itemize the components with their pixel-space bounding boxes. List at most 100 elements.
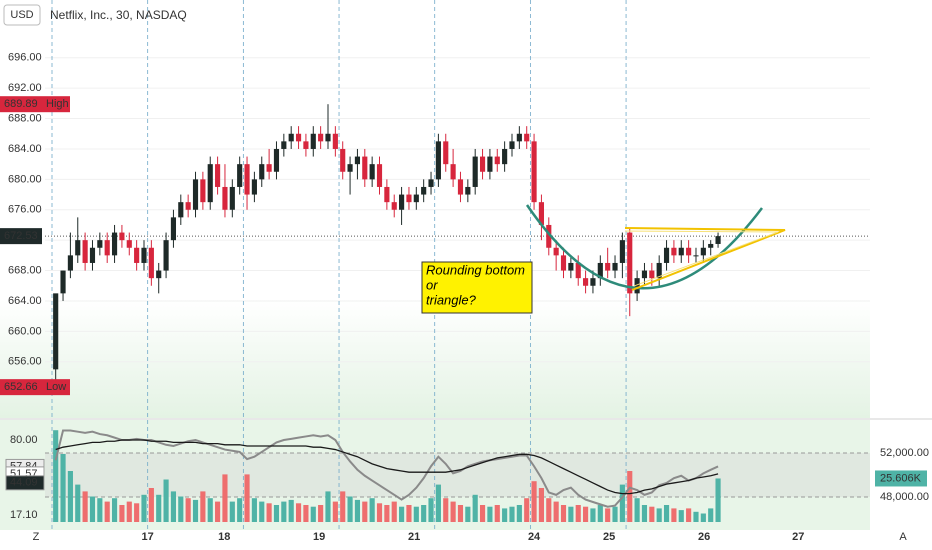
volume-bar bbox=[288, 499, 294, 522]
x-tick-label: 27 bbox=[792, 531, 804, 543]
volume-bar bbox=[487, 506, 493, 522]
volume-bar bbox=[354, 499, 361, 522]
symbol-title: Netflix, Inc., 30, NASDAQ bbox=[50, 8, 187, 22]
volume-bar bbox=[97, 498, 103, 522]
volume-bar bbox=[251, 498, 257, 522]
volume-bar bbox=[347, 496, 353, 522]
auto-scale[interactable]: A bbox=[899, 531, 907, 543]
currency-button[interactable] bbox=[3, 4, 41, 26]
candle-body bbox=[406, 194, 412, 203]
candle-body bbox=[693, 255, 699, 257]
high-box bbox=[0, 96, 70, 113]
volume-bar bbox=[465, 506, 471, 522]
label-layer: 696.00 692.00 688.00 684.00 680.00 676.00 672.… bbox=[0, 52, 929, 543]
volume-bar bbox=[524, 498, 530, 522]
y2-tick-label: 48,000.00 bbox=[880, 491, 929, 503]
candle-body bbox=[111, 232, 118, 256]
volume-bar bbox=[575, 505, 581, 522]
volume-bar bbox=[295, 503, 302, 522]
candle-body bbox=[538, 202, 545, 225]
volume-bar bbox=[671, 508, 677, 522]
currency[interactable]: USD bbox=[10, 9, 33, 21]
volume-bar bbox=[192, 499, 199, 522]
candle-body bbox=[605, 262, 611, 271]
candle-body bbox=[362, 156, 368, 180]
candle-body bbox=[354, 156, 361, 165]
candle-body bbox=[347, 164, 353, 172]
volume-bar bbox=[391, 501, 397, 522]
volume-bar bbox=[310, 506, 316, 522]
candle-body bbox=[104, 240, 110, 256]
candle-body bbox=[671, 247, 677, 256]
volume-bar bbox=[266, 503, 272, 522]
volume-bar bbox=[178, 496, 184, 522]
candle-body bbox=[222, 186, 228, 210]
candle-body bbox=[435, 141, 441, 180]
volume-bar bbox=[332, 501, 338, 522]
candle-body bbox=[502, 148, 508, 165]
candle-body bbox=[583, 278, 589, 286]
annotation-line: or bbox=[426, 277, 438, 292]
high-label: High bbox=[46, 98, 69, 110]
candle-body bbox=[612, 262, 618, 271]
candle-body bbox=[597, 262, 603, 279]
candle-body bbox=[384, 186, 390, 203]
volume-bar bbox=[75, 484, 81, 522]
high-value: 689.89 bbox=[4, 98, 38, 110]
y-tick-label: 696.00 bbox=[8, 52, 42, 64]
volume-bar bbox=[89, 496, 96, 522]
candle-body bbox=[708, 243, 714, 248]
candle-body bbox=[310, 133, 316, 149]
volume-bar bbox=[104, 501, 110, 522]
volume-bar bbox=[185, 498, 191, 522]
candle-body bbox=[273, 148, 280, 172]
candle-body bbox=[266, 164, 272, 172]
volume-bar bbox=[686, 508, 692, 522]
candle-body bbox=[494, 156, 500, 165]
candle-body bbox=[686, 247, 692, 256]
candle-body bbox=[163, 240, 169, 271]
volume-bar bbox=[509, 506, 515, 522]
candle-body bbox=[560, 255, 567, 271]
candle-body bbox=[568, 262, 574, 271]
candle-body bbox=[82, 240, 88, 263]
candle-body bbox=[192, 179, 199, 210]
volume-bar bbox=[649, 506, 655, 522]
volume-bar bbox=[656, 508, 662, 522]
volume-bar bbox=[237, 498, 243, 522]
triangle-lines-inner bbox=[624, 230, 779, 287]
low-label: Low bbox=[46, 381, 66, 393]
candle-body bbox=[531, 141, 537, 203]
volume-bar bbox=[399, 506, 405, 522]
candle-body bbox=[553, 247, 559, 256]
oscillator-line bbox=[54, 429, 719, 508]
candle-body bbox=[281, 141, 287, 149]
y-tick-label: 680.00 bbox=[8, 173, 42, 185]
candle-body bbox=[421, 186, 427, 195]
x-tick-label: 26 bbox=[698, 531, 710, 543]
volume-bar bbox=[215, 501, 221, 522]
volume-bar bbox=[156, 494, 162, 522]
volume-bar bbox=[428, 498, 434, 522]
zoom-icon[interactable]: Z bbox=[33, 531, 40, 543]
x-tick-label: 17 bbox=[142, 531, 154, 543]
volume-bar bbox=[641, 505, 648, 522]
y-tick-label: 656.00 bbox=[8, 356, 42, 368]
volume-bar bbox=[259, 501, 265, 522]
volume-bar bbox=[60, 454, 66, 522]
candle-body bbox=[170, 217, 177, 241]
candle-body bbox=[391, 202, 397, 210]
volume-bar bbox=[67, 471, 73, 522]
volume-bar bbox=[148, 488, 154, 522]
volume-bar bbox=[222, 474, 228, 522]
candle-body bbox=[590, 278, 596, 286]
volume-bar bbox=[384, 505, 390, 522]
osc-value-box bbox=[5, 475, 45, 491]
volume-bar bbox=[546, 498, 552, 522]
volume-bar bbox=[597, 505, 603, 522]
low-box bbox=[0, 379, 70, 396]
volume-bar bbox=[318, 505, 324, 522]
